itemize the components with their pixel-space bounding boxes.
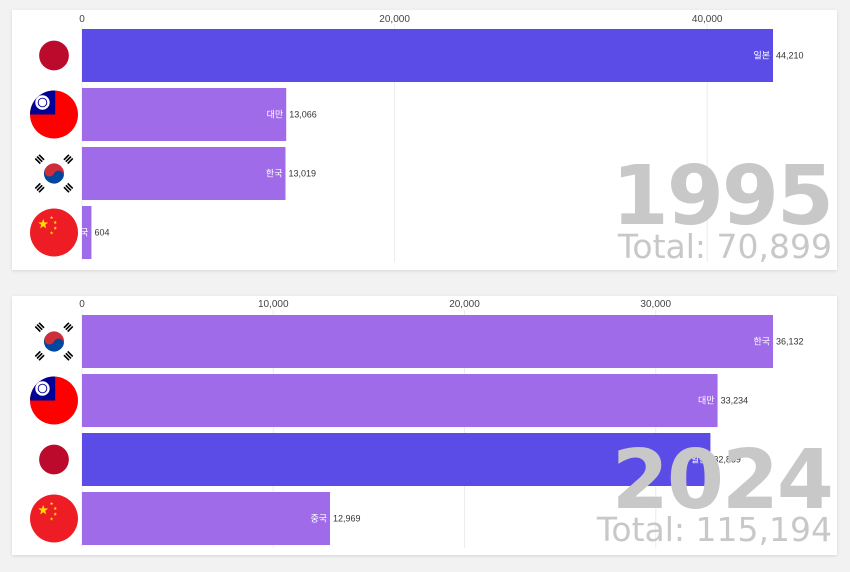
bar-group: 중국 12,969 bbox=[30, 492, 361, 545]
bar-group: 일본 44,210 bbox=[30, 29, 804, 82]
china-flag-icon bbox=[30, 494, 78, 543]
bar-group: 대만 33,234 bbox=[30, 374, 748, 427]
korea-flag-icon bbox=[30, 149, 78, 198]
bar bbox=[82, 374, 718, 427]
bar-name-label: 중국 bbox=[310, 514, 327, 525]
china-flag-icon bbox=[30, 208, 78, 257]
total-label: Total: 115,194 bbox=[596, 510, 832, 549]
bar-value-label: 36,132 bbox=[776, 337, 804, 347]
bar-value-label: 604 bbox=[94, 228, 109, 238]
bar-chart-2024: 0 10,000 20,000 30,000 한국 36,132 대만 33,234 일본 32,… bbox=[30, 299, 804, 548]
bar-value-label: 12,969 bbox=[333, 514, 361, 524]
bar-value-label: 13,019 bbox=[288, 169, 316, 179]
bar bbox=[82, 147, 286, 200]
bar-group: 대만 13,066 bbox=[30, 88, 317, 141]
bar-name-label: 일본 bbox=[753, 51, 770, 62]
japan-flag-icon bbox=[30, 435, 78, 484]
bar bbox=[82, 206, 92, 259]
bar-name-label: 대만 bbox=[698, 396, 715, 407]
bar-value-label: 33,234 bbox=[721, 396, 749, 406]
bar-name-label: 한국 bbox=[266, 169, 283, 180]
bar-value-label: 32,859 bbox=[713, 455, 741, 465]
year-label: 2024 bbox=[611, 433, 834, 528]
x-tick-label: 0 bbox=[79, 299, 85, 310]
bar bbox=[82, 88, 287, 141]
chart-panel-1995: 0 20,000 40,000 일본 44,210 대만 13,066 한국 13,019 중국 6… bbox=[12, 10, 837, 270]
x-tick-label: 40,000 bbox=[692, 14, 723, 25]
x-tick-label: 30,000 bbox=[640, 299, 671, 310]
x-tick-label: 10,000 bbox=[258, 299, 289, 310]
bar bbox=[82, 492, 331, 545]
x-tick-label: 0 bbox=[79, 14, 85, 25]
year-label: 1995 bbox=[611, 149, 834, 244]
bar-group: 중국 604 bbox=[30, 206, 109, 259]
bar bbox=[82, 433, 711, 486]
japan-flag-icon bbox=[30, 31, 78, 80]
bar-group: 한국 13,019 bbox=[30, 147, 316, 200]
bar-name-label: 중국 bbox=[72, 228, 89, 239]
bar-chart-1995: 0 20,000 40,000 일본 44,210 대만 13,066 한국 13,019 중국 6… bbox=[30, 14, 804, 262]
x-tick-label: 20,000 bbox=[449, 299, 480, 310]
bar-value-label: 44,210 bbox=[776, 51, 804, 61]
bar bbox=[82, 315, 773, 368]
taiwan-flag-icon bbox=[30, 90, 78, 139]
bar-name-label: 한국 bbox=[753, 337, 770, 348]
chart-panel-2024: 0 10,000 20,000 30,000 한국 36,132 대만 33,234 일본 32,… bbox=[12, 296, 837, 555]
bar-name-label: 일본 bbox=[691, 455, 708, 466]
taiwan-flag-icon bbox=[30, 376, 78, 425]
bar bbox=[82, 29, 773, 82]
bar-name-label: 대만 bbox=[267, 110, 284, 121]
bar-group: 일본 32,859 bbox=[30, 433, 741, 486]
bar-group: 한국 36,132 bbox=[30, 315, 804, 368]
korea-flag-icon bbox=[30, 317, 78, 366]
x-tick-label: 20,000 bbox=[379, 14, 410, 25]
total-label: Total: 70,899 bbox=[617, 227, 832, 266]
bar-value-label: 13,066 bbox=[289, 110, 317, 120]
